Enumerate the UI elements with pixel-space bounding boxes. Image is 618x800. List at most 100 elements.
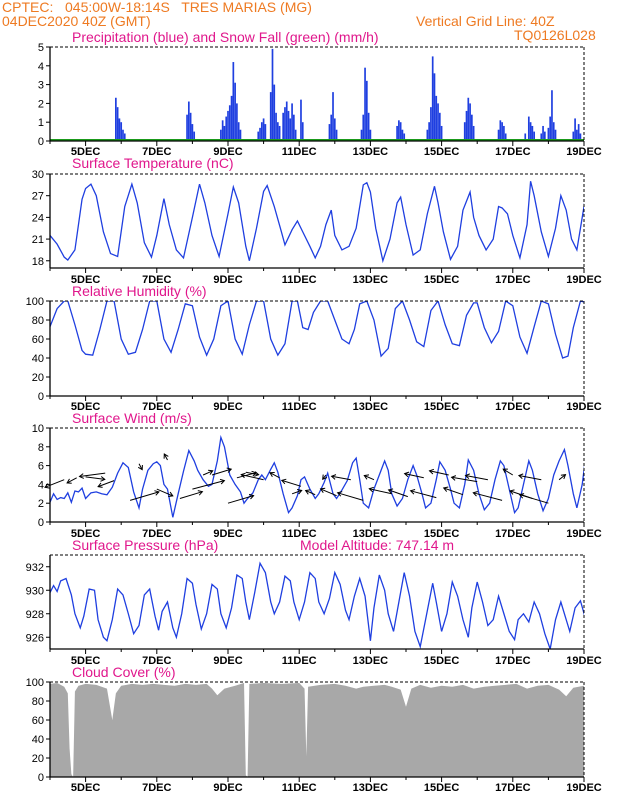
precip-bar: [284, 107, 286, 141]
ytick-label: 80: [32, 696, 44, 708]
xtick-label: 7DEC: [142, 655, 171, 667]
ytick-label: 80: [32, 315, 44, 327]
precip-bar: [577, 124, 580, 141]
precip-bar: [554, 129, 557, 141]
ytick-label: 100: [26, 296, 44, 308]
precip-bar: [276, 122, 279, 141]
wind-line: [50, 434, 584, 518]
xtick-label: 11DEC: [282, 401, 317, 413]
wind-arrow: [518, 493, 549, 504]
panel-cloud: Cloud Cover (%) 0 20 40 60 80 100 5DEC 7DEC 9DEC 1…: [26, 664, 602, 794]
wind-arrow: [368, 486, 392, 495]
xtick-label: 9DEC: [213, 401, 242, 413]
precip-bar: [259, 127, 261, 141]
wind-arrow: [192, 478, 226, 490]
precip-bar: [293, 114, 295, 141]
xtick-label: 11DEC: [282, 528, 317, 540]
xtick-label: 11DEC: [282, 274, 317, 286]
xtick-label: 9DEC: [213, 146, 242, 158]
precip-bar: [260, 122, 263, 141]
xtick-label: 17DEC: [495, 401, 531, 413]
ytick-label: 3: [38, 80, 44, 92]
panel-title-rh: Relative Humidity (%): [72, 283, 207, 299]
precip-bar: [328, 124, 331, 141]
xtick-label: 13DEC: [353, 274, 389, 286]
wind-arrow: [240, 472, 264, 481]
precip-bar: [504, 133, 507, 141]
ytick-label: 8: [38, 442, 44, 454]
precip-bar: [437, 103, 439, 141]
precip-bar: [403, 133, 406, 141]
ytick-label: 4: [38, 479, 44, 491]
precip-bar: [294, 129, 297, 141]
precip-bar: [115, 97, 117, 141]
xtick-label: 9DEC: [213, 274, 242, 286]
precip-bar: [123, 133, 126, 141]
xtick-label: 5DEC: [71, 274, 100, 286]
precip-bar: [529, 122, 532, 141]
wind-arrow: [85, 476, 106, 482]
wind-arrow: [156, 488, 174, 497]
ytick-label: 40: [32, 353, 44, 365]
wind-arrow: [450, 475, 478, 483]
wind-arrow: [387, 488, 408, 498]
xtick-label: 15DEC: [424, 146, 460, 158]
xtick-label: 15DEC: [424, 401, 460, 413]
xtick-label: 17DEC: [495, 146, 531, 158]
xtick-label: 19DEC: [566, 655, 602, 667]
ytick-label: 6: [38, 461, 44, 473]
precip-bar: [574, 118, 576, 141]
precip-bar: [362, 114, 365, 141]
precip-bar: [438, 112, 441, 141]
wind-arrow: [319, 487, 337, 497]
ytick-label: 100: [26, 677, 44, 689]
ytick-label: 18: [32, 256, 44, 268]
xtick-label: 7DEC: [142, 274, 171, 286]
precip-bar: [330, 114, 333, 141]
ytick-label: 21: [32, 234, 44, 246]
ytick-label: 926: [26, 632, 44, 644]
xtick-label: 15DEC: [424, 274, 460, 286]
precip-bar: [399, 122, 402, 141]
precip-bar: [264, 124, 267, 141]
ytick-label: 0: [38, 772, 44, 784]
precip-bar: [285, 101, 288, 141]
precip-bar: [431, 56, 434, 141]
wind-arrow: [428, 468, 449, 476]
precip-bar: [262, 118, 265, 141]
panel-title-pressure: Surface Pressure (hPa): [72, 537, 218, 553]
precip-bar: [193, 131, 196, 141]
wind-arrow: [137, 463, 143, 471]
ytick-label: 40: [32, 734, 44, 746]
wind-arrow: [464, 473, 488, 481]
precip-bar: [230, 95, 233, 141]
precip-bar: [273, 84, 276, 141]
header-grid-note: Vertical Grid Line: 40Z: [416, 13, 555, 29]
wind-arrow: [322, 474, 328, 480]
xtick-label: 13DEC: [353, 782, 389, 794]
precip-bar: [364, 67, 366, 141]
precip-bar: [271, 48, 274, 141]
xtick-label: 19DEC: [566, 274, 602, 286]
wind-arrow: [363, 474, 375, 481]
precip-bar: [291, 103, 293, 141]
precip-bar: [360, 129, 363, 141]
xtick-label: 5DEC: [71, 782, 100, 794]
precip-bar: [428, 122, 430, 141]
precip-bar: [551, 90, 553, 141]
ytick-label: 930: [26, 585, 44, 597]
precip-bar: [552, 122, 555, 141]
precip-bar: [503, 125, 505, 141]
precip-bar: [228, 105, 231, 141]
panel-title-precip: Precipitation (blue) and Snow Fall (gree…: [72, 29, 379, 45]
precip-bar: [227, 110, 229, 141]
wind-arrow: [280, 478, 302, 487]
xtick-label: 11DEC: [282, 146, 317, 158]
xtick-label: 5DEC: [71, 401, 100, 413]
xtick-label: 11DEC: [282, 782, 317, 794]
ytick-label: 5: [38, 42, 44, 54]
precip-bar: [118, 118, 121, 141]
precip-bar: [365, 80, 368, 141]
ytick-label: 60: [32, 715, 44, 727]
xtick-label: 7DEC: [142, 401, 171, 413]
